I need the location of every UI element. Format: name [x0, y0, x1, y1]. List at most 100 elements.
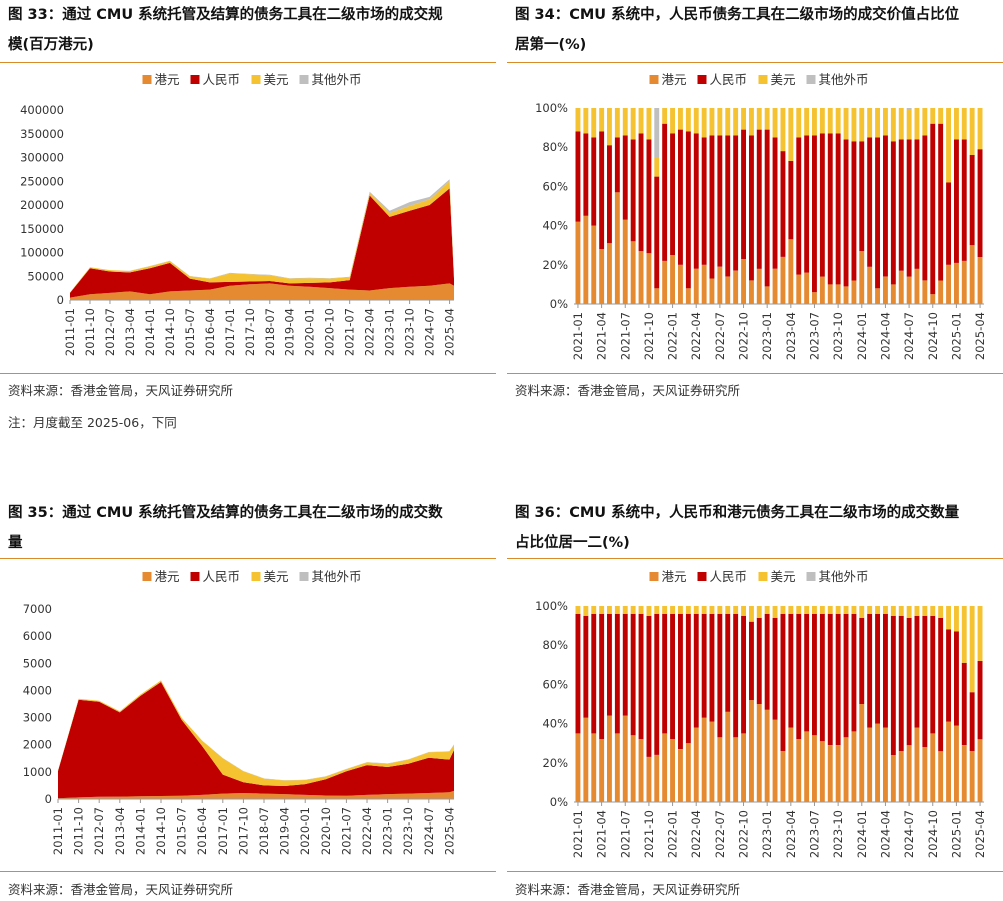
legend-label: 美元 — [264, 72, 289, 87]
bar-segment — [938, 606, 944, 618]
y-tick-label: 300000 — [20, 151, 64, 165]
bar-segment — [898, 139, 904, 271]
legend-label: 人民币 — [710, 72, 748, 87]
legend-swatch — [251, 572, 261, 581]
bar-segment — [977, 149, 983, 257]
bar-segment — [607, 606, 612, 614]
bar-segment — [961, 139, 967, 261]
y-tick-label: 0 — [45, 792, 52, 806]
bar-segment — [922, 280, 928, 304]
x-tick-label: 2023-04 — [784, 312, 798, 360]
x-tick-label: 2014-01 — [143, 308, 157, 356]
x-tick-label: 2022-07 — [713, 312, 727, 360]
chart-title: 图 34：CMU 系统中，人民币债务工具在二级市场的成交价值占比位 居第一(%) — [507, 0, 1003, 60]
legend-label: 人民币 — [710, 569, 748, 584]
bar-segment — [875, 108, 880, 138]
bar-segment — [693, 727, 699, 802]
x-tick-label: 2015-07 — [183, 308, 197, 356]
source-divider — [507, 373, 1003, 374]
y-tick-label: 40% — [542, 717, 568, 731]
bar-segment — [954, 606, 959, 632]
bar-segment — [583, 215, 589, 304]
bar-segment — [630, 241, 636, 304]
bar-segment — [733, 108, 739, 136]
bar-segment — [780, 257, 786, 304]
bar-segment — [977, 660, 983, 740]
source-divider — [0, 871, 496, 872]
bar-segment — [922, 615, 928, 748]
bar-segment — [890, 606, 896, 616]
bar-segment — [914, 268, 920, 304]
bar-segment — [575, 131, 581, 222]
area-series-1 — [70, 188, 454, 298]
bar-segment — [638, 739, 644, 802]
x-tick-label: 2015-07 — [175, 807, 189, 855]
y-tick-label: 2000 — [23, 738, 52, 752]
bar-segment — [670, 613, 675, 740]
chart-fig35: 港元 人民币 美元 其他外币 0 1000 2000 3000 4000 5000 6000 7000… — [23, 569, 457, 855]
panel-fig36: 图 36：CMU 系统中，人民币和港元债务工具在二级市场的成交数量 占比位居一二… — [507, 498, 1003, 559]
bar-segment — [898, 751, 904, 802]
bar-segment — [756, 704, 762, 802]
bar-segment — [693, 133, 699, 269]
bar-segment — [662, 606, 668, 614]
bar-segment — [614, 192, 620, 304]
bar-segment — [835, 606, 841, 614]
bar-segment — [819, 613, 825, 742]
bar-segment — [749, 108, 754, 136]
x-tick-label: 2022-04 — [689, 312, 703, 360]
legend-swatch — [190, 572, 200, 581]
bar-segment — [701, 137, 707, 265]
bar-segment — [898, 606, 904, 616]
x-tick-label: 2023-07 — [807, 810, 821, 858]
bar-segment — [678, 606, 683, 614]
x-tick-label: 2024-10 — [926, 810, 940, 858]
source-divider — [507, 871, 1003, 872]
bar-segment — [622, 108, 628, 136]
bar-segment — [827, 606, 833, 614]
x-tick-label: 2024-04 — [878, 810, 892, 858]
bar-segment — [678, 749, 683, 802]
bar-segment — [906, 139, 912, 277]
bar-segment — [890, 755, 896, 802]
bar-segment — [780, 108, 786, 152]
bar-segment — [969, 155, 975, 246]
bar-segment — [890, 615, 896, 755]
bar-segment — [749, 606, 754, 622]
bar-segment — [969, 245, 975, 304]
panel-fig34: 图 34：CMU 系统中，人民币债务工具在二级市场的成交价值占比位 居第一(%) — [507, 0, 1003, 63]
bar-segment — [930, 606, 936, 616]
x-tick-label: 2022-04 — [689, 810, 703, 858]
bar-segment — [827, 108, 833, 134]
bar-segment — [796, 606, 802, 614]
bar-segment — [772, 719, 778, 802]
legend-swatch — [758, 75, 768, 84]
bar-segment — [614, 137, 620, 193]
x-tick-label: 2017-10 — [236, 807, 250, 855]
bar-segment — [733, 606, 739, 614]
legend-label: 美元 — [771, 72, 796, 87]
x-tick-label: 2018-07 — [257, 807, 271, 855]
bar-segment — [812, 613, 817, 736]
chart-title-line2: 居第一(%) — [515, 37, 587, 53]
x-tick-label: 2022-04 — [363, 308, 377, 356]
x-tick-label: 2021-07 — [343, 308, 357, 356]
bar-segment — [583, 108, 589, 134]
x-tick-label: 2018-07 — [263, 308, 277, 356]
x-tick-label: 2024-07 — [902, 810, 916, 858]
x-tick-label: 2020-10 — [323, 308, 337, 356]
bar-segment — [646, 615, 652, 757]
x-tick-label: 2011-01 — [63, 308, 77, 356]
bar-segment — [670, 108, 675, 134]
bar-segment — [819, 606, 825, 614]
bar-segment — [599, 131, 605, 250]
bar-segment — [583, 606, 589, 616]
x-tick-label: 2014-10 — [154, 807, 168, 855]
bar-segment — [867, 266, 873, 304]
bar-segment — [575, 108, 581, 132]
x-tick-label: 2021-07 — [618, 312, 632, 360]
y-tick-label: 350000 — [20, 127, 64, 141]
bar-segment — [607, 613, 612, 716]
x-tick-label: 2023-10 — [401, 807, 415, 855]
bar-segment — [749, 700, 754, 802]
